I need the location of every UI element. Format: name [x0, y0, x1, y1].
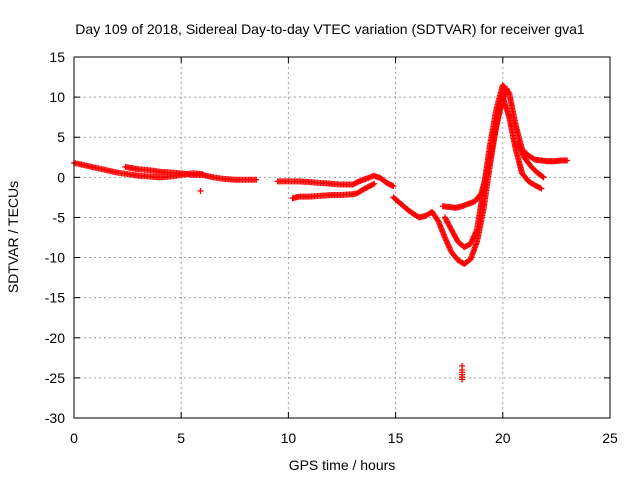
y-tick-label: -10	[45, 250, 65, 266]
y-tick-label: -25	[45, 370, 65, 386]
y-tick-label: -20	[45, 330, 65, 346]
y-tick-label: 10	[49, 89, 65, 105]
data-point-arc-h	[539, 173, 546, 180]
x-tick-label: 5	[177, 430, 185, 446]
data-point-outliers	[197, 187, 204, 194]
data-point-arc-f	[564, 157, 571, 164]
data-point-arc-g	[477, 191, 484, 198]
x-tick-label: 25	[602, 430, 618, 446]
y-tick-label: 5	[57, 129, 65, 145]
x-tick-label: 15	[388, 430, 404, 446]
x-tick-label: 20	[495, 430, 511, 446]
y-tick-label: -5	[53, 209, 66, 225]
data-point-arc-c	[390, 183, 397, 190]
data-points-layer	[71, 82, 571, 383]
y-tick-label: -30	[45, 410, 65, 426]
chart-title: Day 109 of 2018, Sidereal Day-to-day VTE…	[75, 21, 585, 37]
axis-ticks-layer: 0 5 10 15 20 25 -30 -25 -20 -15 -10 -5 0 5 10 15	[45, 49, 618, 446]
data-point-arc-d	[369, 181, 376, 188]
x-tick-label: 0	[70, 430, 78, 446]
grid-layer	[74, 57, 610, 418]
data-point-arc-b	[253, 176, 260, 183]
y-axis-label: SDTVAR / TECUs	[5, 181, 21, 293]
data-point-arc-h	[540, 174, 547, 181]
x-tick-label: 10	[281, 430, 297, 446]
data-point-arc-d	[371, 180, 378, 187]
x-axis-label: GPS time / hours	[289, 457, 396, 473]
y-tick-label: -15	[45, 290, 65, 306]
y-tick-label: 15	[49, 49, 65, 65]
data-point-arc-g	[504, 86, 511, 93]
data-point-outliers	[459, 376, 466, 383]
plot-frame	[73, 56, 611, 419]
y-tick-label: 0	[57, 169, 65, 185]
data-point-arc-e	[538, 185, 545, 192]
